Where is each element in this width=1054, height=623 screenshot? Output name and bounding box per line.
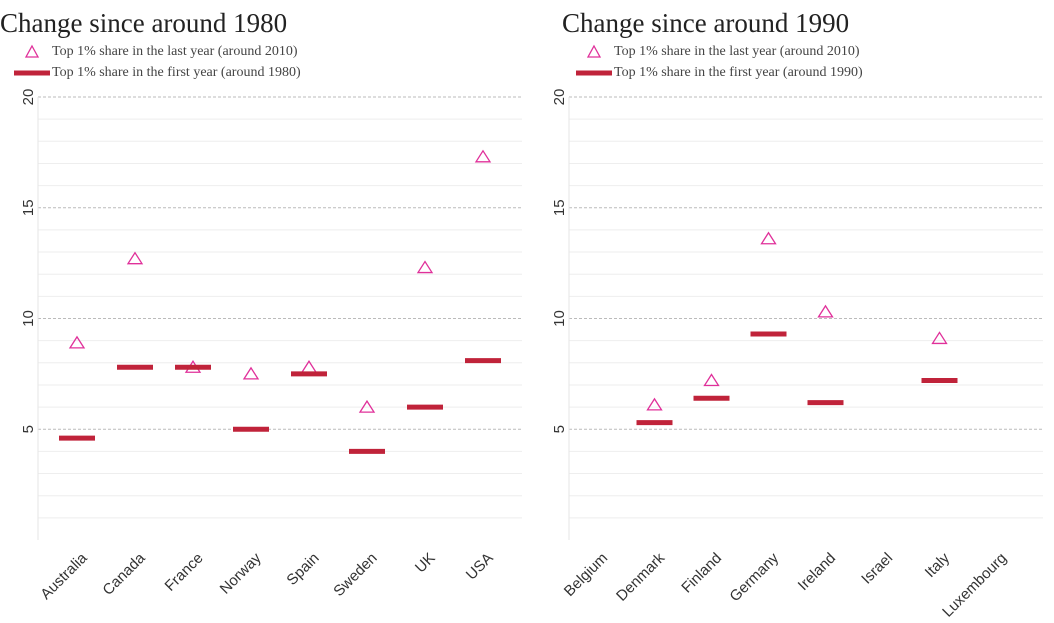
triangle-marker bbox=[646, 397, 663, 411]
triangle-marker bbox=[126, 251, 144, 265]
x-tick-label: UK bbox=[412, 550, 439, 577]
triangle-marker bbox=[817, 304, 834, 318]
triangle-marker bbox=[474, 149, 492, 163]
y-tick-label: 5 bbox=[20, 425, 37, 433]
x-tick-label: Norway bbox=[217, 549, 265, 597]
legend-marker bbox=[586, 44, 602, 58]
x-tick-label: Denmark bbox=[613, 549, 668, 604]
triangle-marker bbox=[358, 399, 376, 413]
y-tick-label: 10 bbox=[20, 310, 37, 327]
y-tick-label: 20 bbox=[551, 89, 568, 106]
chart-title: Change since around 1990 bbox=[562, 8, 849, 38]
x-tick-label: Italy bbox=[922, 549, 954, 581]
x-tick-label: Germany bbox=[726, 549, 782, 605]
x-tick-label: Belgium bbox=[561, 550, 611, 600]
triangle-marker bbox=[931, 331, 948, 345]
legend-label: Top 1% share in the first year (around 1… bbox=[614, 65, 863, 80]
x-tick-label: USA bbox=[463, 550, 497, 584]
x-tick-label: Spain bbox=[283, 550, 322, 589]
triangle-marker bbox=[760, 231, 777, 245]
triangle-marker bbox=[68, 335, 86, 349]
legend-label: Top 1% share in the last year (around 20… bbox=[614, 44, 860, 59]
x-tick-label: Sweden bbox=[330, 550, 380, 600]
triangle-marker bbox=[416, 260, 434, 274]
y-tick-label: 10 bbox=[551, 310, 568, 327]
x-tick-label: France bbox=[162, 550, 207, 595]
x-tick-label: Israel bbox=[858, 550, 896, 588]
legend-label: Top 1% share in the first year (around 1… bbox=[52, 65, 301, 80]
x-tick-label: Australia bbox=[37, 549, 91, 603]
chart-title: Change since around 1980 bbox=[0, 8, 287, 38]
triangle-marker bbox=[242, 366, 260, 380]
legend-label: Top 1% share in the last year (around 20… bbox=[52, 44, 298, 59]
triangle-marker bbox=[703, 373, 720, 387]
y-tick-label: 5 bbox=[551, 425, 568, 433]
legend-marker bbox=[24, 44, 40, 58]
y-tick-label: 15 bbox=[20, 199, 37, 216]
x-tick-label: Canada bbox=[99, 549, 149, 599]
x-tick-label: Finland bbox=[678, 550, 725, 597]
y-tick-label: 15 bbox=[551, 199, 568, 216]
x-tick-label: Ireland bbox=[795, 550, 839, 594]
y-tick-label: 20 bbox=[20, 89, 37, 106]
